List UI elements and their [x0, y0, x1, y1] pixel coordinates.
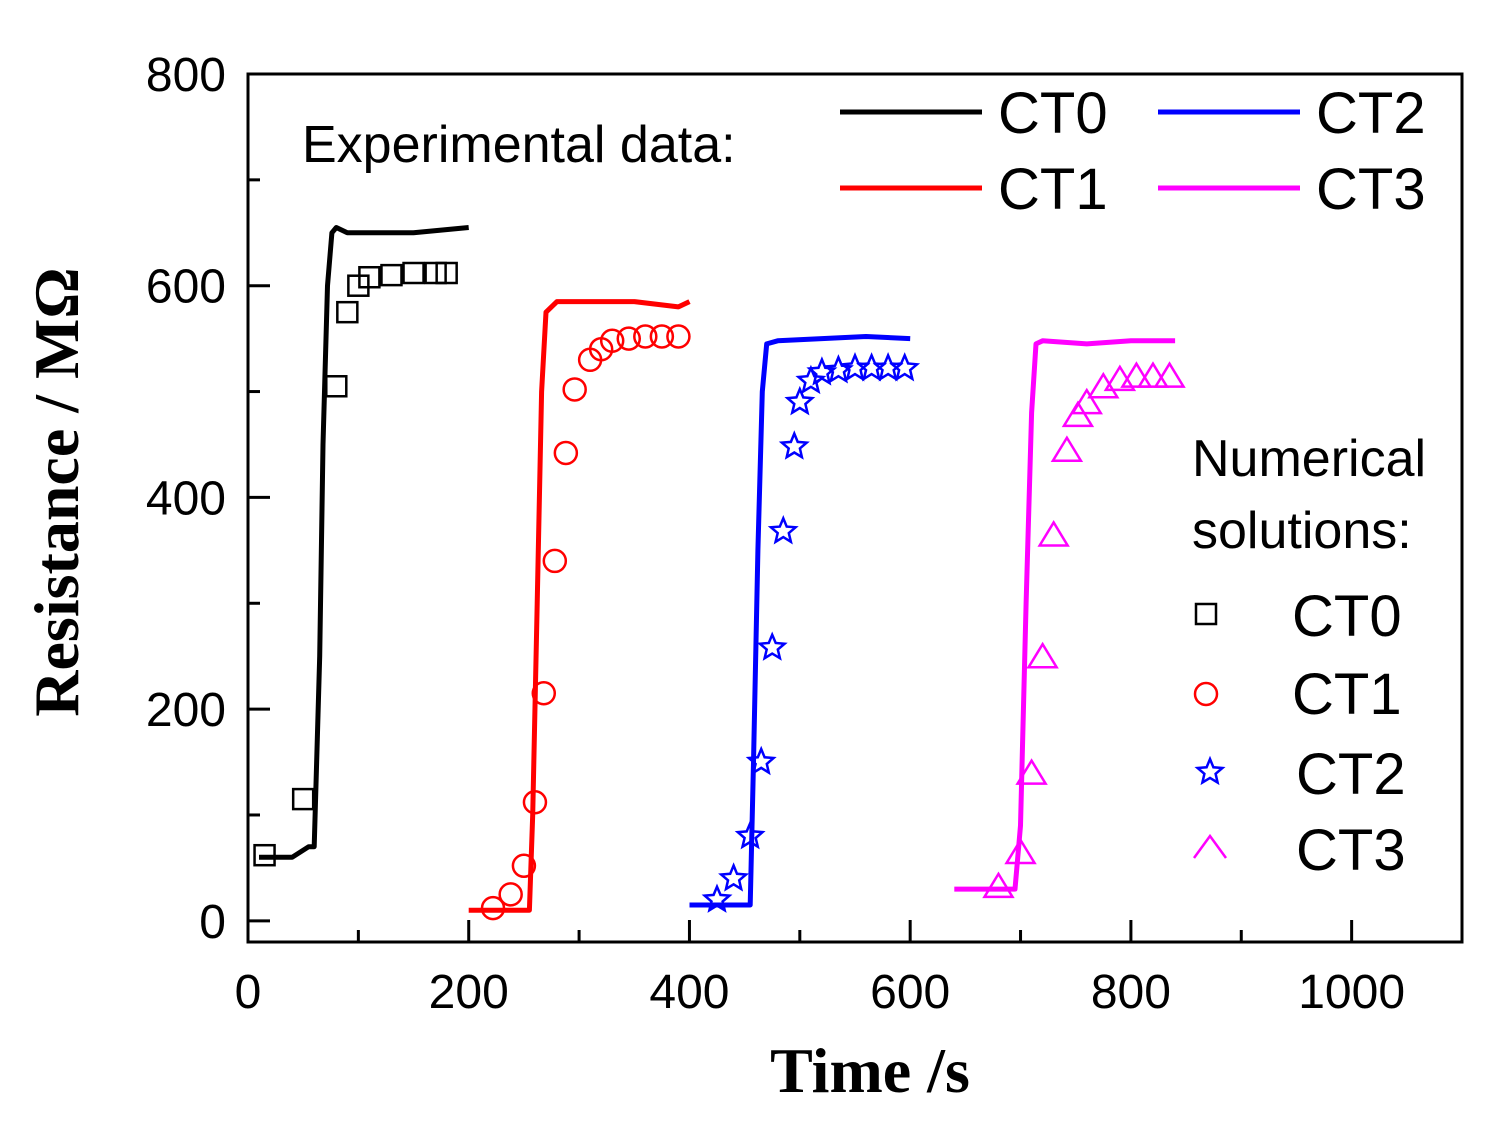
legend-label-ct1: CT1: [998, 157, 1108, 222]
marker-ct2: [767, 515, 799, 545]
series-line-ct0: [259, 225, 469, 860]
numerical-series: [253, 261, 1186, 921]
marker-ct2: [806, 356, 838, 386]
marker-ct2: [795, 364, 827, 395]
experimental-series: [259, 225, 1176, 913]
marker-ct3: [1070, 387, 1103, 415]
y-tick-label: 400: [146, 472, 226, 525]
series-line-ct1: [468, 299, 691, 913]
marker-ct3: [1136, 361, 1170, 388]
legend-marker-ct2: [1194, 755, 1226, 786]
marker-ct1: [511, 853, 537, 879]
plot-frame: [246, 72, 1464, 944]
marker-ct0: [336, 300, 359, 324]
y-tick-label: 600: [146, 261, 226, 314]
marker-ct3: [1026, 641, 1059, 669]
legend-marker-ct1: [1193, 681, 1219, 707]
x-tick-label: 800: [1091, 966, 1171, 1019]
legend-label-ct0: CT0: [998, 81, 1108, 146]
marker-ct1: [616, 326, 642, 351]
marker-ct2: [718, 862, 750, 892]
marker-ct3: [982, 871, 1015, 899]
marker-ct1: [480, 895, 506, 921]
series-line-ct2: [689, 334, 911, 908]
marker-ct2: [778, 430, 810, 460]
marker-ct3: [1153, 361, 1186, 388]
marker-ct1: [649, 324, 675, 349]
x-tick-label: 600: [870, 966, 950, 1019]
marker-ct3: [1050, 435, 1084, 463]
marker-ct1: [599, 328, 625, 354]
legend-num-label-ct0: CT0: [1292, 584, 1402, 649]
marker-ct2: [784, 385, 816, 416]
marker-ct1: [531, 680, 557, 706]
marker-ct2: [756, 631, 788, 661]
y-axis: 0 200 400 600 800: [146, 49, 270, 949]
marker-ct2: [745, 745, 777, 776]
series-line-ct3: [954, 338, 1176, 892]
x-axis-title: Time /s: [770, 1035, 970, 1106]
y-axis-title: Resistance / MΩ: [21, 267, 92, 716]
marker-ct0: [358, 265, 381, 289]
marker-ct2: [822, 354, 854, 384]
marker-ct0: [253, 843, 276, 867]
marker-ct3: [1120, 361, 1153, 388]
marker-ct1: [562, 377, 587, 402]
marker-ct0: [291, 787, 315, 811]
legend-marker-ct3: [1192, 833, 1228, 859]
legend-label-ct2: CT2: [1316, 81, 1426, 146]
marker-ct1: [542, 548, 568, 574]
x-tick-label: 0: [235, 966, 262, 1019]
marker-ct1: [633, 324, 658, 349]
legend-marker-ct0: [1194, 602, 1218, 626]
x-tick-label: 400: [649, 966, 729, 1019]
x-tick-label: 200: [429, 966, 509, 1019]
legend-experimental: Experimental data: CT0 CT2 CT1 CT3: [302, 81, 1426, 222]
legend-numerical-title-line2: solutions:: [1192, 502, 1412, 560]
marker-ct3: [1037, 520, 1070, 547]
marker-ct0: [402, 261, 425, 285]
legend-num-label-ct2: CT2: [1296, 742, 1406, 807]
legend-num-label-ct3: CT3: [1296, 818, 1406, 883]
marker-ct2: [889, 352, 921, 382]
legend-numerical-title-line1: Numerical: [1192, 430, 1426, 488]
marker-ct2: [734, 819, 766, 850]
x-axis: 0 200 400 600 800 1000: [235, 920, 1464, 1019]
marker-ct0: [380, 263, 403, 287]
marker-ct0: [325, 375, 348, 398]
x-tick-label: 1000: [1298, 966, 1405, 1019]
marker-ct1: [553, 440, 579, 466]
marker-ct1: [522, 790, 548, 815]
marker-ct3: [1087, 371, 1120, 399]
marker-ct2: [701, 883, 733, 913]
y-tick-label: 0: [199, 896, 226, 949]
marker-ct1: [498, 882, 523, 907]
y-tick-label: 800: [146, 49, 226, 102]
legend-numerical: Numerical solutions: CT0 CT1 CT2 CT3: [1192, 430, 1426, 883]
marker-ct1: [666, 324, 691, 349]
marker-ct3: [1004, 837, 1037, 865]
legend-label-ct3: CT3: [1316, 157, 1426, 222]
marker-ct0: [435, 261, 458, 285]
legend-num-label-ct1: CT1: [1292, 662, 1402, 727]
y-tick-label: 200: [146, 684, 226, 737]
marker-ct3: [1015, 758, 1048, 785]
legend-experimental-title: Experimental data:: [302, 116, 736, 174]
